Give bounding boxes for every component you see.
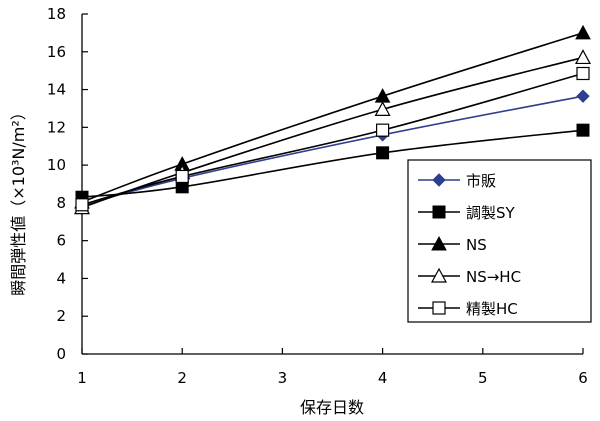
series-line <box>81 129 584 199</box>
series-line <box>81 72 584 206</box>
x-axis: 1 2 3 4 5 6 <box>77 348 588 387</box>
legend-label: NS→HC <box>466 268 521 286</box>
data-point <box>576 123 590 137</box>
x-tick-label: 2 <box>177 369 187 387</box>
series-1 <box>75 123 590 204</box>
legend-item: 調製SY <box>418 204 516 222</box>
legend-label: 調製SY <box>466 204 516 222</box>
series-4 <box>75 66 590 212</box>
y-tick-label: 14 <box>47 81 66 99</box>
x-axis-title: 保存日数 <box>300 398 364 417</box>
y-tick-label: 0 <box>56 345 66 363</box>
data-point <box>376 146 390 160</box>
data-point <box>376 123 390 137</box>
legend-label: 精製HC <box>466 300 518 318</box>
data-point <box>576 89 590 103</box>
data-point <box>374 88 391 103</box>
x-tick-label: 3 <box>278 369 288 387</box>
legend-item: NS→HC <box>418 267 521 286</box>
data-point <box>575 24 591 40</box>
y-tick-label: 8 <box>56 194 66 212</box>
x-tick-label: 4 <box>378 369 388 387</box>
legend-marker <box>432 301 446 315</box>
y-axis-title: 瞬間弾性値（×10³N/m²） <box>9 104 28 296</box>
legend-label: 市販 <box>466 172 496 190</box>
legend-label: NS <box>466 236 487 254</box>
legend-marker <box>432 205 446 219</box>
legend-marker <box>432 173 446 187</box>
data-point <box>75 198 89 212</box>
series-line <box>81 32 584 203</box>
data-point <box>175 169 189 184</box>
y-tick-label: 10 <box>47 156 66 174</box>
x-tick-label: 1 <box>77 369 87 387</box>
legend-box <box>407 159 592 323</box>
y-tick-label: 18 <box>47 5 66 23</box>
data-point <box>574 49 592 65</box>
y-tick-label: 4 <box>56 269 66 287</box>
y-tick-label: 2 <box>56 307 66 325</box>
y-tick-label: 6 <box>56 232 66 250</box>
series-line <box>81 95 584 207</box>
x-tick-label: 6 <box>578 369 588 387</box>
legend-marker <box>431 235 447 251</box>
x-tick-label: 5 <box>478 369 488 387</box>
data-point <box>576 66 590 81</box>
plot-area <box>81 14 583 355</box>
y-tick-label: 16 <box>47 43 66 61</box>
legend-item: 市販 <box>418 172 496 190</box>
y-axis: 0 2 4 6 8 10 12 14 16 18 <box>47 5 88 363</box>
series-layer <box>73 24 592 215</box>
data-point <box>374 101 391 116</box>
y-tick-label: 12 <box>47 118 66 136</box>
legend-marker <box>430 267 448 283</box>
legend-item: NS <box>418 235 487 254</box>
legend-item: 精製HC <box>418 300 518 318</box>
